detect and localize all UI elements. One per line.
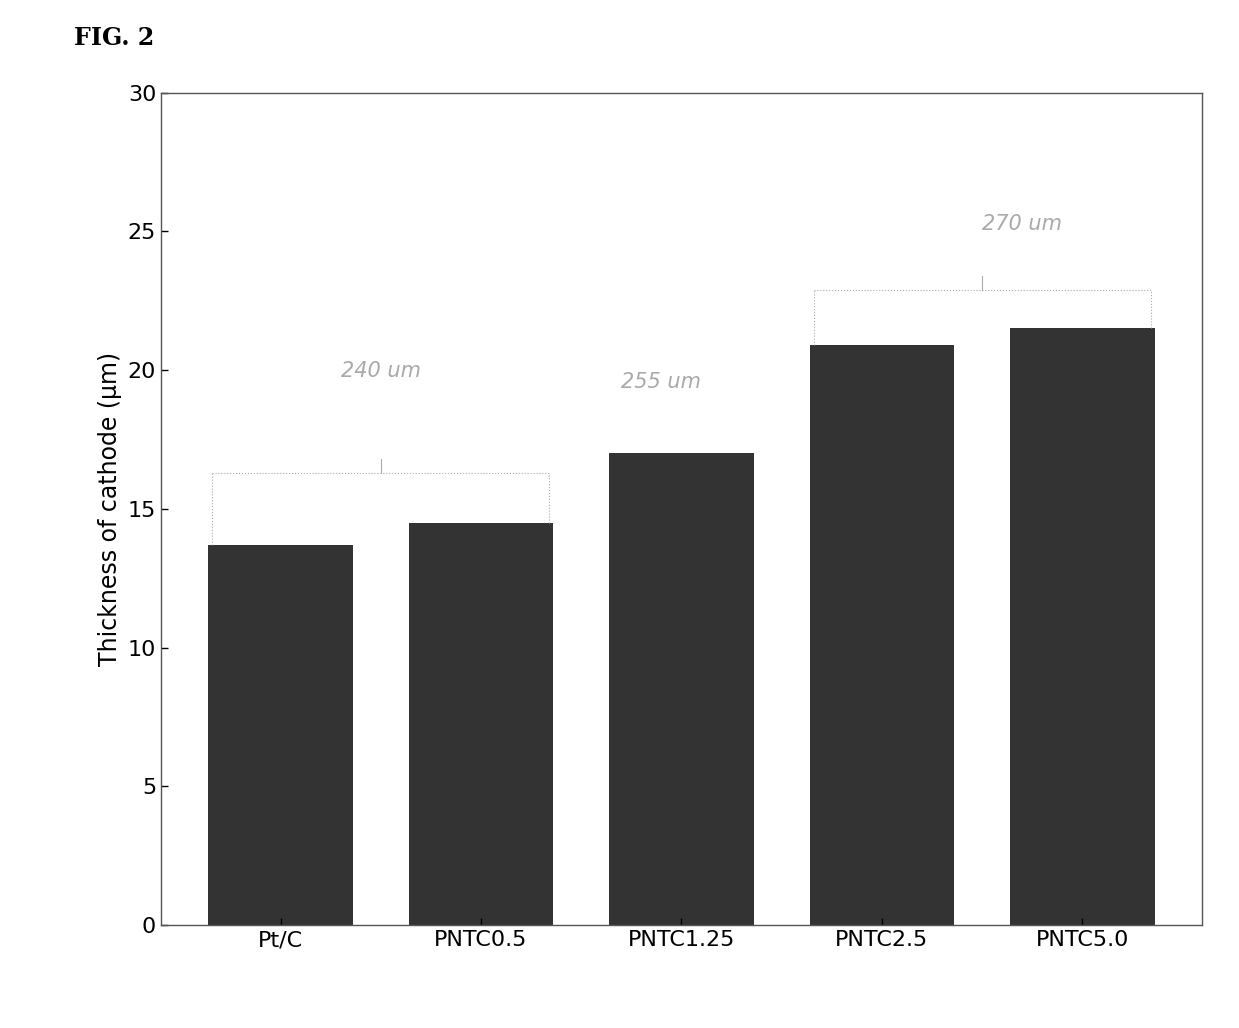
Bar <box>409 523 553 925</box>
Y-axis label: Thickness of cathode (μm): Thickness of cathode (μm) <box>98 352 123 666</box>
Bar <box>1010 329 1155 925</box>
Text: 240 um: 240 um <box>341 361 421 381</box>
Bar <box>610 453 753 925</box>
Bar <box>810 345 954 925</box>
Text: 255 um: 255 um <box>622 372 701 393</box>
Bar <box>208 545 353 925</box>
Text: FIG. 2: FIG. 2 <box>74 26 155 49</box>
Text: 270 um: 270 um <box>983 214 1062 234</box>
